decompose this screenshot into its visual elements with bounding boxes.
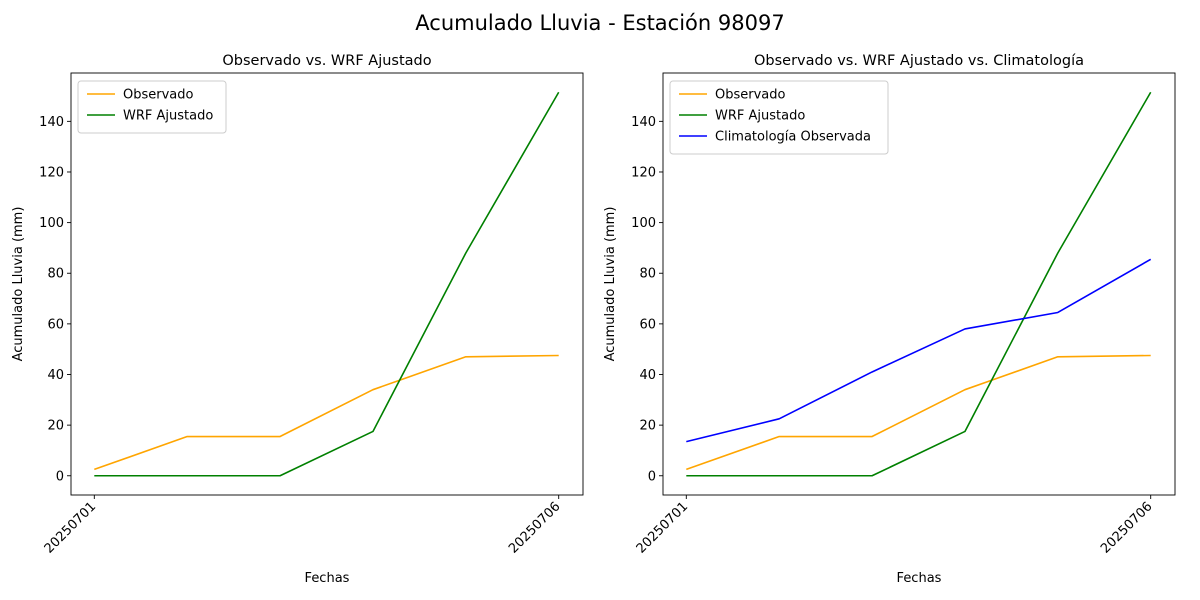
legend-label: WRF Ajustado (715, 109, 805, 124)
axes-frame (70, 72, 584, 496)
legend-label: WRF Ajustado (123, 109, 213, 124)
y-tick-label: 40 (639, 368, 656, 383)
y-tick-label: 40 (47, 368, 64, 383)
legend-box (669, 80, 889, 155)
y-tick-label: 120 (39, 165, 64, 180)
subplot-title: Observado vs. WRF Ajustado (222, 53, 431, 69)
x-tick-label: 20250701 (634, 499, 691, 556)
y-axis-label: Acumulado Lluvia (mm) (11, 207, 26, 362)
series-line-2 (94, 91, 560, 477)
figure-title: Acumulado Lluvia - Estación 98097 (415, 11, 784, 35)
y-tick-label: 80 (47, 267, 64, 282)
y-tick-label: 60 (639, 317, 656, 332)
legend: Observado WRF Ajustado (77, 80, 227, 134)
y-tick-label: 100 (39, 216, 64, 231)
y-tick-label: 20 (639, 419, 656, 434)
legend-label: Observado (715, 88, 786, 103)
series-line-1 (94, 354, 559, 471)
x-axis-label: Fechas (897, 571, 942, 586)
x-tick-label: 20250706 (506, 499, 563, 556)
chart-panel-1: Observado vs. WRF Ajustado 0 20 40 60 80 100 12… (11, 53, 584, 586)
x-tick-label: 20250706 (1098, 499, 1155, 556)
y-tick-label: 80 (639, 267, 656, 282)
x-axis-label: Fechas (305, 571, 350, 586)
y-tick-label: 100 (631, 216, 656, 231)
series-line-1 (686, 354, 1151, 471)
y-tick-label: 140 (631, 115, 656, 130)
y-tick-label: 0 (648, 469, 656, 484)
legend-label: Observado (123, 88, 194, 103)
y-tick-label: 20 (47, 419, 64, 434)
legend: Observado WRF Ajustado Climatología Observ… (669, 80, 889, 155)
y-tick-label: 60 (47, 317, 64, 332)
series-line-2 (686, 91, 1152, 477)
series-line-3 (686, 258, 1152, 443)
axes-frame (662, 72, 1176, 496)
legend-label: Climatología Observada (715, 130, 871, 145)
y-tick-label: 140 (39, 115, 64, 130)
chart-panel-2: Observado vs. WRF Ajustado vs. Climatolo… (603, 53, 1176, 586)
x-tick-label: 20250701 (42, 499, 99, 556)
y-tick-label: 120 (631, 165, 656, 180)
subplot-title: Observado vs. WRF Ajustado vs. Climatolo… (754, 53, 1084, 69)
y-tick-label: 0 (56, 469, 64, 484)
y-axis-label: Acumulado Lluvia (mm) (603, 207, 618, 362)
